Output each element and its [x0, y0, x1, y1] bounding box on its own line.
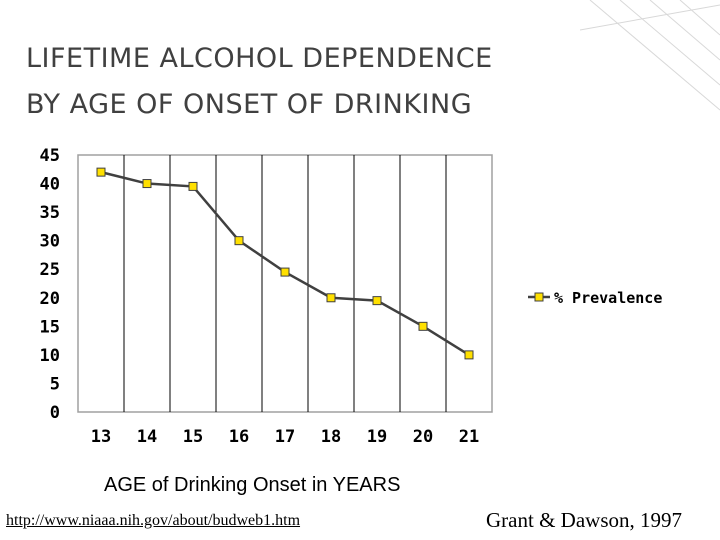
x-tick-label: 18: [321, 427, 341, 447]
source-link[interactable]: http://www.niaaa.nih.gov/about/budweb1.h…: [6, 512, 301, 529]
y-tick-label: 25: [40, 260, 60, 280]
title-line-2: BY AGE OF ONSET OF DRINKING: [26, 89, 473, 120]
x-tick-label: 21: [459, 427, 479, 447]
y-axis-ticks: 0 5 10 15 20 25 30 35 40 45: [40, 146, 60, 423]
title-line-1: LIFETIME ALCOHOL DEPENDENCE: [26, 43, 493, 74]
x-tick-label: 17: [275, 427, 295, 447]
y-tick-label: 40: [40, 175, 60, 195]
data-point-marker: [234, 236, 244, 246]
y-tick-label: 15: [40, 317, 60, 337]
x-tick-label: 20: [413, 427, 433, 447]
citation: Grant & Dawson, 1997: [486, 508, 682, 532]
y-tick-label: 5: [50, 374, 60, 394]
plot-area: [77, 154, 493, 413]
series-markers: [96, 167, 474, 360]
data-point-marker: [464, 350, 474, 360]
legend-marker-swatch: [534, 292, 544, 302]
x-tick-label: 15: [183, 427, 203, 447]
x-axis-label: AGE of Drinking Onset in YEARS: [104, 474, 401, 496]
y-tick-label: 20: [40, 289, 60, 309]
x-tick-label: 13: [91, 427, 111, 447]
y-tick-label: 45: [40, 146, 60, 166]
x-tick-label: 14: [137, 427, 157, 447]
y-tick-label: 0: [50, 403, 60, 423]
grid-lines: [123, 155, 447, 412]
data-point-marker: [326, 293, 336, 303]
data-point-marker: [418, 321, 428, 331]
x-axis-ticks: 13 14 15 16 17 18 19 20 21: [91, 427, 479, 447]
y-tick-label: 30: [40, 232, 60, 252]
x-tick-label: 16: [229, 427, 249, 447]
legend: % Prevalence: [528, 289, 662, 307]
y-tick-label: 10: [40, 346, 60, 366]
y-tick-label: 35: [40, 203, 60, 223]
legend-label: % Prevalence: [554, 289, 662, 307]
slide-title: LIFETIME ALCOHOL DEPENDENCE BY AGE OF ON…: [26, 36, 493, 128]
data-point-marker: [280, 267, 290, 277]
corner-decoration: [580, 0, 720, 111]
data-point-marker: [96, 167, 106, 177]
x-tick-label: 19: [367, 427, 387, 447]
data-point-marker: [188, 181, 198, 191]
data-point-marker: [142, 179, 152, 189]
data-point-marker: [372, 296, 382, 306]
